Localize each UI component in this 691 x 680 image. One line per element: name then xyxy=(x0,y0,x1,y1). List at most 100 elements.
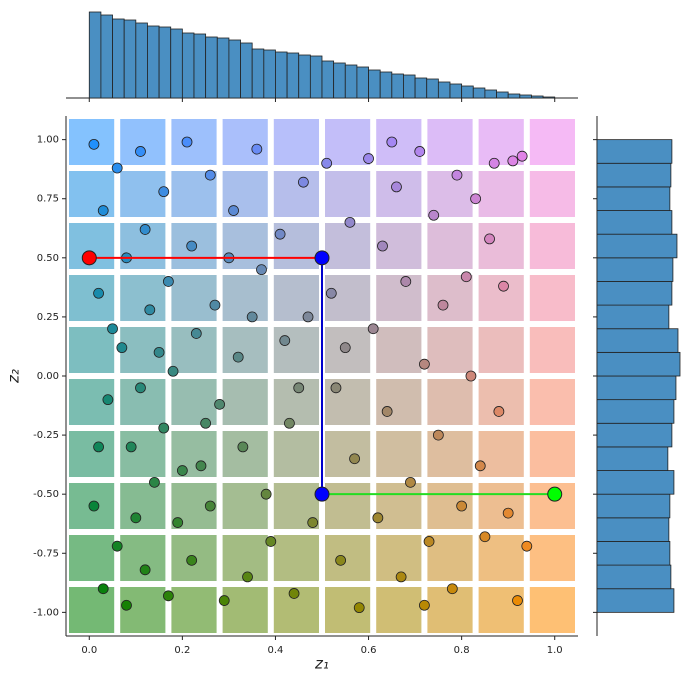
scatter-point xyxy=(418,599,430,611)
background-tile xyxy=(325,171,371,217)
background-tile xyxy=(376,275,422,321)
scatter-point xyxy=(97,583,109,595)
background-tile xyxy=(69,587,115,633)
background-tile xyxy=(529,275,575,321)
scatter-point xyxy=(288,588,300,599)
y-tick-label: -0.25 xyxy=(33,430,59,441)
y-tick-label: 0.50 xyxy=(37,253,59,264)
hist-bar xyxy=(321,60,335,99)
background-tile xyxy=(529,327,575,373)
background-tile xyxy=(478,327,524,373)
scatter-point xyxy=(260,488,272,500)
hist-bar xyxy=(333,62,346,99)
scatter-point xyxy=(391,181,402,193)
scatter-point xyxy=(107,323,118,335)
scatter-point xyxy=(363,153,374,164)
scatter-point xyxy=(93,287,104,299)
hist-bar xyxy=(216,37,230,99)
scatter-point xyxy=(167,365,179,377)
hist-bar xyxy=(88,11,102,99)
scatter-point xyxy=(446,583,458,595)
hist-bar xyxy=(193,33,207,99)
background-tile xyxy=(529,535,575,581)
background-tile xyxy=(69,275,115,321)
scatter-point xyxy=(135,146,146,157)
scatter-point xyxy=(153,346,165,358)
scatter-point xyxy=(381,406,393,417)
hist-bar xyxy=(596,210,673,235)
background-tile xyxy=(171,119,217,165)
scatter-point xyxy=(498,280,509,292)
background-tile xyxy=(325,483,371,529)
scatter-point xyxy=(339,342,351,354)
y-tick-label: 0.75 xyxy=(37,194,59,205)
scatter-point xyxy=(135,382,146,394)
background-tile xyxy=(478,171,524,217)
background-tile xyxy=(120,171,166,217)
background-tile xyxy=(222,327,268,373)
hist-bar xyxy=(437,81,451,99)
background-tile xyxy=(376,119,422,165)
background-tile xyxy=(376,327,422,373)
background-tile xyxy=(222,379,268,425)
x-tick-label: 0.8 xyxy=(454,645,470,656)
scatter-point xyxy=(204,500,216,512)
background-tile xyxy=(427,587,473,633)
scatter-point xyxy=(195,460,207,472)
background-tile xyxy=(376,483,422,529)
scatter-point xyxy=(111,162,123,174)
y-tick-label: 0.00 xyxy=(37,371,59,382)
background-tile xyxy=(222,483,268,529)
scatter-point xyxy=(251,143,263,155)
scatter-point xyxy=(386,136,398,148)
background-tile xyxy=(376,171,422,217)
scatter-point xyxy=(400,276,412,287)
scatter-point xyxy=(93,441,104,453)
scatter-point xyxy=(302,311,314,323)
scatter-point xyxy=(330,382,342,394)
path-marker xyxy=(314,250,330,266)
scatter-point xyxy=(512,595,523,606)
scatter-point xyxy=(190,328,202,339)
scatter-point xyxy=(405,476,416,488)
hist-bar xyxy=(228,39,241,99)
background-tile xyxy=(427,379,473,425)
scatter-point xyxy=(232,351,244,363)
scatter-point xyxy=(470,193,482,205)
scatter-point xyxy=(521,540,533,552)
scatter-point xyxy=(349,453,360,465)
scatter-point xyxy=(88,138,100,150)
scatter-point xyxy=(204,169,216,181)
background-tile xyxy=(120,275,166,321)
x-tick-label: 0.4 xyxy=(268,645,284,656)
scatter-point xyxy=(97,205,109,216)
scatter-point xyxy=(209,299,221,311)
scatter-point xyxy=(307,517,319,528)
background-tile xyxy=(529,587,575,633)
scatter-point xyxy=(246,311,258,323)
scatter-point xyxy=(149,476,160,488)
scatter-point xyxy=(432,429,444,441)
scatter-point xyxy=(377,240,388,252)
hist-bar xyxy=(596,470,675,495)
background-tile xyxy=(222,275,268,321)
scatter-point xyxy=(130,512,142,524)
hist-bar xyxy=(596,541,671,566)
scatter-point xyxy=(256,264,267,276)
hist-bar xyxy=(449,83,463,99)
background-tile xyxy=(325,223,371,269)
background-tile xyxy=(529,223,575,269)
background-tile xyxy=(69,327,115,373)
x-tick-label: 0.6 xyxy=(361,645,377,656)
hist-bar xyxy=(263,49,276,99)
hist-bar xyxy=(596,375,677,401)
background-tile xyxy=(478,535,524,581)
scatter-point xyxy=(428,209,440,221)
background-tile xyxy=(222,587,268,633)
scatter-point xyxy=(158,422,170,434)
scatter-point xyxy=(228,205,239,216)
background-tile xyxy=(120,483,166,529)
scatter-point xyxy=(125,441,137,453)
background-tile xyxy=(325,431,371,477)
